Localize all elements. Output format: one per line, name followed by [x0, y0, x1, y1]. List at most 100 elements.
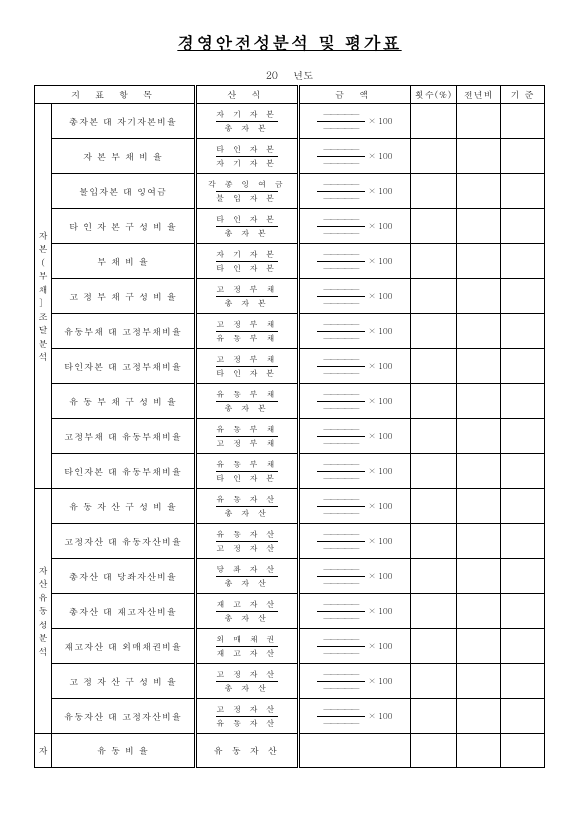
formula-fraction: 유 동 자 산총 자 산	[197, 489, 296, 523]
hdr-item: 지 표 항 목	[35, 86, 196, 104]
prev-cell	[457, 699, 501, 734]
fraction-bar	[216, 401, 278, 402]
formula-fraction: 재 고 자 산총 자 산	[197, 594, 296, 628]
std-cell	[501, 419, 545, 454]
amount-expr: ——————————× 100	[300, 419, 410, 453]
fraction-denominator: 총 자 본	[225, 298, 269, 309]
std-cell	[501, 524, 545, 559]
fraction-numerator: 고 정 부 채	[216, 354, 277, 365]
x100-label: × 100	[369, 186, 392, 197]
amount-expr: ——————————× 100	[300, 139, 410, 173]
std-cell	[501, 664, 545, 699]
amount-bar	[317, 576, 365, 577]
formula-fraction: 유 동 부 채타 인 자 본	[197, 454, 296, 488]
fraction-numerator: 외 매 채 권	[216, 634, 277, 645]
prev-cell	[457, 384, 501, 419]
amount-expr: ——————————× 100	[300, 629, 410, 663]
points-cell	[410, 629, 456, 664]
calc-cell: 타 인 자 본자 기 자 본	[196, 139, 298, 174]
prev-cell	[457, 349, 501, 384]
amount-cell: ——————————× 100	[298, 489, 410, 524]
formula-fraction: 자 기 자 본타 인 자 본	[197, 244, 296, 278]
std-cell	[501, 489, 545, 524]
points-cell	[410, 244, 456, 279]
amount-bar	[317, 716, 365, 717]
amount-cell: ——————————× 100	[298, 174, 410, 209]
amount-bar	[317, 471, 365, 472]
x100-label: × 100	[369, 676, 392, 687]
points-cell	[410, 734, 456, 768]
amount-expr: ——————————× 100	[300, 594, 410, 628]
amount-dash-bot: —————	[323, 683, 358, 694]
item-cell: 유동자산 대 고정자산비율	[52, 699, 196, 734]
std-cell	[501, 454, 545, 489]
fraction-bar	[216, 121, 278, 122]
calc-cell: 타 인 자 본총 자 본	[196, 209, 298, 244]
item-cell: 유 동 부 채 구 성 비 율	[52, 384, 196, 419]
fraction-bar	[216, 226, 278, 227]
prev-cell	[457, 174, 501, 209]
prev-cell	[457, 524, 501, 559]
std-cell	[501, 349, 545, 384]
fraction-bar	[216, 576, 278, 577]
prev-cell	[457, 209, 501, 244]
fraction-numerator: 자 기 자 본	[216, 249, 277, 260]
std-cell	[501, 629, 545, 664]
fraction-numerator: 각 종 잉 여 금	[208, 179, 286, 190]
amount-cell: ——————————× 100	[298, 104, 410, 139]
std-cell	[501, 559, 545, 594]
formula-fraction: 각 종 잉 여 금불 입 자 본	[197, 174, 296, 208]
amount-dash-top: —————	[323, 389, 358, 400]
points-cell	[410, 384, 456, 419]
amount-cell: ——————————× 100	[298, 349, 410, 384]
std-cell	[501, 174, 545, 209]
amount-dash-top: —————	[323, 144, 358, 155]
table-row: 자 본 부 채 비 율타 인 자 본자 기 자 본——————————× 100	[35, 139, 545, 174]
amount-cell	[298, 734, 410, 768]
amount-dash-top: —————	[323, 459, 358, 470]
amount-dash-top: —————	[323, 564, 358, 575]
std-cell	[501, 699, 545, 734]
calc-cell: 당 좌 자 산총 자 산	[196, 559, 298, 594]
fraction-bar	[216, 471, 278, 472]
formula-fraction: 고 정 부 채타 인 자 본	[197, 349, 296, 383]
fraction-bar	[216, 436, 278, 437]
table-row: 고 정 자 산 구 성 비 율고 정 자 산총 자 산——————————× 1…	[35, 664, 545, 699]
item-cell: 총자본 대 자기자본비율	[52, 104, 196, 139]
amount-bar	[317, 506, 365, 507]
hdr-calc: 산 식	[196, 86, 298, 104]
hdr-prev: 전년비	[457, 86, 501, 104]
prev-cell	[457, 314, 501, 349]
std-cell	[501, 104, 545, 139]
formula-fraction: 유 동 부 채고 정 부 채	[197, 419, 296, 453]
calc-cell: 고 정 부 채총 자 본	[196, 279, 298, 314]
calc-cell: 유 동 부 채타 인 자 본	[196, 454, 298, 489]
amount-bar	[317, 646, 365, 647]
formula-fraction: 고 정 부 채유 동 부 채	[197, 314, 296, 348]
fraction-numerator: 유 동 자 산	[216, 529, 277, 540]
fraction-denominator: 재 고 자 산	[216, 648, 277, 659]
formula-fraction: 유 동 부 채총 자 본	[197, 384, 296, 418]
item-cell: 고 정 자 산 구 성 비 율	[52, 664, 196, 699]
amount-cell: ——————————× 100	[298, 524, 410, 559]
fraction-denominator: 총 자 본	[225, 228, 269, 239]
amount-dash-top: —————	[323, 704, 358, 715]
table-row: 자유 동 비 율유 동 자 산	[35, 734, 545, 768]
amount-dash-top: —————	[323, 109, 358, 120]
amount-bar	[317, 611, 365, 612]
amount-dash-top: —————	[323, 529, 358, 540]
fraction-denominator: 총 자 산	[225, 613, 269, 624]
prev-cell	[457, 139, 501, 174]
points-cell	[410, 279, 456, 314]
prev-cell	[457, 734, 501, 768]
fraction-denominator: 유 동 부 채	[216, 333, 277, 344]
amount-expr: ——————————× 100	[300, 699, 410, 733]
x100-label: × 100	[369, 396, 392, 407]
fraction-denominator: 총 자 산	[225, 683, 269, 694]
amount-bar	[317, 261, 365, 262]
amount-bar	[317, 331, 365, 332]
amount-dash-bot: —————	[323, 228, 358, 239]
amount-bar	[317, 436, 365, 437]
calc-cell: 자 기 자 본타 인 자 본	[196, 244, 298, 279]
calc-cell: 고 정 자 산유 동 자 산	[196, 699, 298, 734]
